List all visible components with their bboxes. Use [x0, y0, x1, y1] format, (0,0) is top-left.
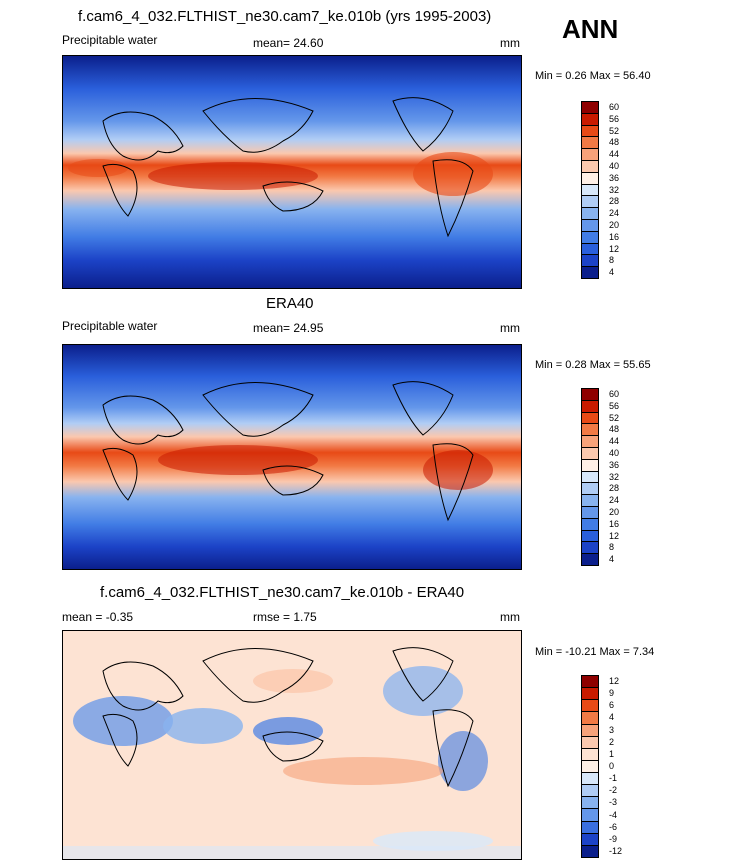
panel3-rmse-label: rmse = 1.75: [253, 610, 317, 624]
colorbar-cell: [581, 553, 599, 566]
panel3-units: mm: [500, 610, 520, 624]
colorbar-tick-label: 8: [609, 542, 615, 553]
colorbar-tick-label: 52: [609, 125, 620, 136]
colorbar-tick-label: 12: [609, 676, 620, 687]
panel2-colorbar: 60 56 52 48 44 40 36 32 28 24 20 16 12 8 4: [581, 388, 641, 566]
colorbar-tick-label: 48: [609, 424, 620, 435]
colorbar-tick-label: 12: [609, 243, 620, 254]
colorbar-tick-label: 44: [609, 436, 620, 447]
panel3-rmse-value: 1.75: [293, 610, 317, 624]
panel1-units: mm: [500, 36, 520, 50]
colorbar-tick-label: 1: [609, 748, 615, 759]
colorbar-tick-label: -1: [609, 773, 618, 784]
colorbar-tick-label: 20: [609, 506, 620, 517]
colorbar-tick-label: 8: [609, 255, 615, 266]
colorbar-tick-label: 60: [609, 388, 620, 399]
colorbar-tick-label: 3: [609, 724, 615, 735]
colorbar-tick-label: 56: [609, 400, 620, 411]
colorbar-tick-label: 4: [609, 712, 615, 723]
panel2-mean-label: mean= 24.95: [253, 321, 323, 335]
panel2-map: [62, 344, 522, 570]
season-label: ANN: [562, 14, 619, 44]
colorbar-tick-label: 20: [609, 219, 620, 230]
panel2-mean-prefix: mean=: [253, 321, 291, 335]
colorbar-tick-label: -12: [609, 845, 623, 856]
colorbar-tick-label: 24: [609, 208, 620, 219]
panel3-map-svg: [63, 631, 521, 859]
panel1-title: f.cam6_4_032.FLTHIST_ne30.cam7_ke.010b (…: [78, 8, 492, 25]
panel3-map: [62, 630, 522, 860]
colorbar-tick-label: -4: [609, 809, 618, 820]
colorbar-tick-label: 28: [609, 483, 620, 494]
colorbar-tick-label: 6: [609, 700, 615, 711]
colorbar-tick-label: 40: [609, 160, 620, 171]
colorbar-cell: [581, 844, 599, 858]
colorbar-tick-label: 16: [609, 518, 620, 529]
colorbar-tick-label: 36: [609, 459, 620, 470]
colorbar-tick-label: 44: [609, 149, 620, 160]
colorbar-tick-label: -2: [609, 785, 618, 796]
panel1-map-svg: [63, 56, 521, 288]
colorbar-tick-label: 4: [609, 267, 615, 278]
panel1-minmax: Min = 0.26 Max = 56.40: [535, 70, 651, 82]
panel1-mean-value: 24.60: [293, 36, 324, 50]
colorbar-tick-label: 24: [609, 495, 620, 506]
colorbar-tick-label: 60: [609, 101, 620, 112]
colorbar-tick-label: 32: [609, 184, 620, 195]
colorbar-tick-label: 52: [609, 412, 620, 423]
colorbar-tick-label: 0: [609, 761, 615, 771]
panel1-mean-label: mean= 24.60: [253, 36, 323, 50]
panel2-map-svg: [63, 345, 521, 569]
colorbar-cell: [581, 266, 599, 279]
colorbar-tick-label: -9: [609, 833, 618, 844]
colorbar-tick-label: 2: [609, 736, 615, 747]
colorbar-tick-label: -6: [609, 821, 618, 832]
panel3-mean-label: mean = -0.35: [62, 610, 134, 624]
panel2-minmax: Min = 0.28 Max = 55.65: [535, 359, 651, 371]
panel1-variable-label: Precipitable water: [62, 33, 158, 47]
colorbar-tick-label: 12: [609, 530, 620, 541]
panel1-mean-prefix: mean=: [253, 36, 291, 50]
colorbar-tick-label: 40: [609, 447, 620, 458]
panel3-colorbar: 12 9 6 4 3 2 1 0 -1 -2 -3 -4 -6 -9 -12: [581, 675, 641, 858]
colorbar-tick-label: 16: [609, 231, 620, 242]
colorbar-tick-label: 48: [609, 137, 620, 148]
colorbar-tick-label: -3: [609, 797, 618, 808]
colorbar-tick-label: 56: [609, 113, 620, 124]
colorbar-tick-label: 32: [609, 471, 620, 482]
panel3-minmax: Min = -10.21 Max = 7.34: [535, 646, 655, 658]
colorbar-tick-label: 4: [609, 554, 615, 565]
panel1-map: [62, 55, 522, 289]
panel2-units: mm: [500, 321, 520, 335]
colorbar-tick-label: 28: [609, 196, 620, 207]
colorbar-tick-label: 9: [609, 688, 615, 699]
panel2-mean-value: 24.95: [293, 321, 324, 335]
colorbar-tick-label: 36: [609, 172, 620, 183]
panel2-title: ERA40: [266, 295, 314, 312]
panel2-variable-label: Precipitable water: [62, 319, 158, 333]
panel3-title: f.cam6_4_032.FLTHIST_ne30.cam7_ke.010b -…: [100, 584, 465, 601]
panel3-rmse-prefix: rmse =: [253, 610, 291, 624]
panel1-colorbar: 60 56 52 48 44 40 36 32 28 24 20 16 12 8 4: [581, 101, 641, 279]
